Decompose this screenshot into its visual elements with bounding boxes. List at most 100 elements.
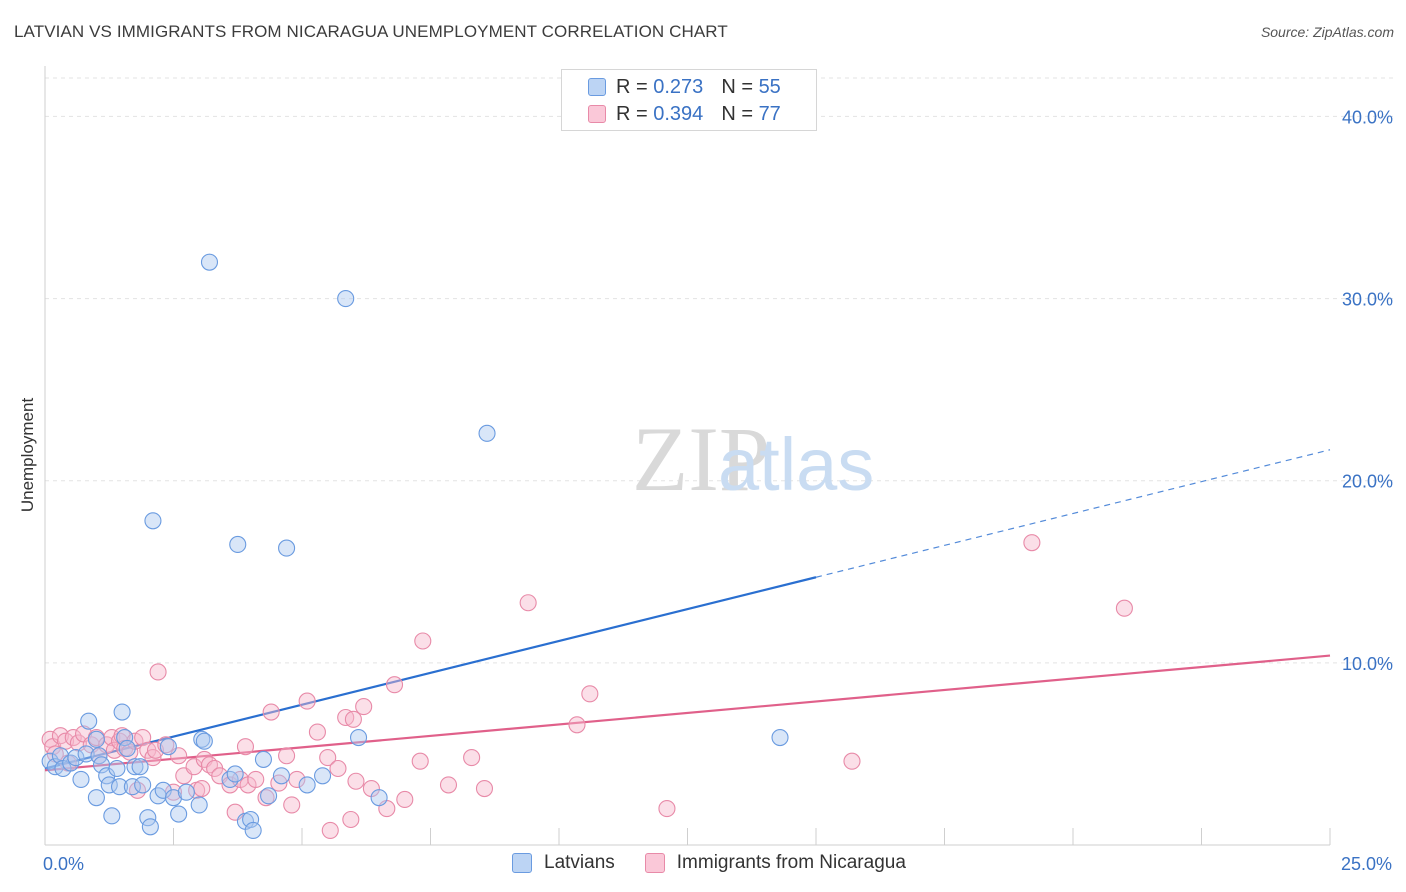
x-tick-label: 0.0%	[43, 854, 84, 874]
chart-title: LATVIAN VS IMMIGRANTS FROM NICARAGUA UNE…	[14, 22, 728, 41]
data-point-blue	[200, 253, 219, 271]
data-point-blue	[108, 759, 126, 778]
data-point-pink	[262, 703, 280, 721]
legend-row-nicaragua: R = 0.394 N = 77	[588, 101, 781, 127]
data-point-pink	[283, 796, 301, 814]
data-point-pink	[321, 821, 339, 839]
data-point-pink	[236, 738, 255, 756]
legend-label-nicaragua: Immigrants from Nicaragua	[676, 852, 906, 873]
data-point-blue	[159, 738, 177, 756]
data-points	[41, 253, 1133, 839]
data-point-pink	[463, 749, 481, 767]
trend-line-pink	[44, 654, 1331, 772]
data-point-pink	[475, 779, 494, 798]
data-point-blue	[195, 732, 213, 750]
data-point-pink	[193, 779, 211, 798]
data-point-pink	[319, 749, 337, 767]
data-point-pink	[149, 663, 167, 681]
y-axis-label: Unemployment	[18, 397, 37, 513]
data-point-pink	[385, 676, 404, 694]
blue-swatch	[512, 853, 532, 873]
trend-line-blue	[44, 576, 817, 770]
data-point-pink	[329, 759, 347, 778]
data-point-pink	[342, 810, 360, 829]
watermark-atlas: atlas	[718, 423, 874, 506]
data-point-blue	[100, 776, 118, 794]
data-point-pink	[298, 692, 316, 710]
y-tick-label: 20.0%	[1342, 472, 1393, 492]
data-point-pink	[247, 770, 265, 788]
data-point-pink	[581, 685, 599, 703]
data-point-pink	[134, 728, 152, 747]
n-value: 77	[758, 102, 781, 125]
data-point-blue	[170, 805, 188, 823]
watermark-zip: ZIP	[632, 408, 770, 510]
data-point-blue	[193, 730, 211, 748]
data-point-blue	[116, 728, 134, 747]
data-point-pink	[257, 789, 275, 807]
source-label: Source: ZipAtlas.com	[1260, 24, 1394, 40]
data-point-pink	[411, 752, 429, 770]
data-point-blue	[80, 712, 98, 730]
data-point-blue	[113, 703, 131, 721]
data-point-blue	[337, 290, 355, 308]
data-point-blue	[370, 789, 388, 807]
data-point-pink	[278, 747, 296, 765]
legend-item-nicaragua: Immigrants from Nicaragua	[644, 852, 906, 874]
r-label: R =	[616, 75, 648, 98]
data-point-blue	[242, 810, 260, 829]
data-point-blue	[771, 728, 789, 747]
data-point-blue	[72, 770, 90, 788]
data-point-pink	[344, 710, 362, 728]
watermark: ZIP atlas	[632, 408, 874, 510]
data-point-pink	[1023, 534, 1041, 552]
data-point-blue	[144, 512, 162, 530]
data-point-blue	[190, 796, 208, 814]
data-point-blue	[87, 730, 105, 748]
data-point-pink	[347, 772, 365, 790]
y-tick-label: 30.0%	[1342, 290, 1393, 310]
trend-line-extension-blue	[815, 449, 1331, 578]
data-point-blue	[131, 758, 149, 776]
blue-swatch	[588, 78, 606, 96]
series-legend: Latvians Immigrants from Nicaragua	[512, 852, 936, 874]
correlation-legend: R = 0.273 N = 55 R = 0.394 N = 77	[561, 69, 817, 131]
x-tick-label: 25.0%	[1341, 854, 1392, 874]
trend-lines	[44, 449, 1331, 772]
data-point-pink	[414, 632, 432, 650]
r-value: 0.394	[653, 102, 704, 125]
legend-row-latvians: R = 0.273 N = 55	[588, 74, 781, 100]
data-point-pink	[113, 727, 131, 745]
data-point-blue	[164, 789, 183, 807]
r-label: R =	[616, 102, 648, 125]
data-point-blue	[67, 749, 85, 767]
data-point-blue	[126, 758, 144, 776]
data-point-pink	[396, 790, 414, 809]
n-label: N =	[721, 75, 753, 98]
y-tick-label: 40.0%	[1342, 107, 1393, 127]
tick-labels: 10.0% 20.0% 30.0% 40.0% 0.0% 25.0%	[43, 107, 1393, 874]
data-point-blue	[254, 750, 273, 768]
data-point-blue	[272, 767, 290, 785]
data-point-blue	[229, 535, 247, 554]
data-point-pink	[146, 741, 165, 759]
data-point-blue	[77, 745, 95, 763]
pink-swatch	[588, 105, 606, 123]
legend-label-latvians: Latvians	[544, 852, 615, 873]
data-point-pink	[308, 723, 326, 741]
data-point-blue	[244, 821, 262, 839]
data-point-blue	[314, 767, 332, 785]
data-point-pink	[568, 716, 586, 734]
data-point-pink	[439, 776, 458, 794]
legend-item-latvians: Latvians	[512, 852, 615, 874]
data-point-blue	[298, 776, 316, 794]
data-point-pink	[519, 594, 537, 612]
data-point-blue	[177, 783, 195, 801]
data-point-pink	[157, 736, 175, 754]
data-point-blue	[226, 765, 244, 783]
data-point-blue	[141, 818, 159, 836]
axes	[44, 66, 1331, 846]
data-point-pink	[1115, 599, 1133, 617]
n-label: N =	[721, 102, 753, 125]
